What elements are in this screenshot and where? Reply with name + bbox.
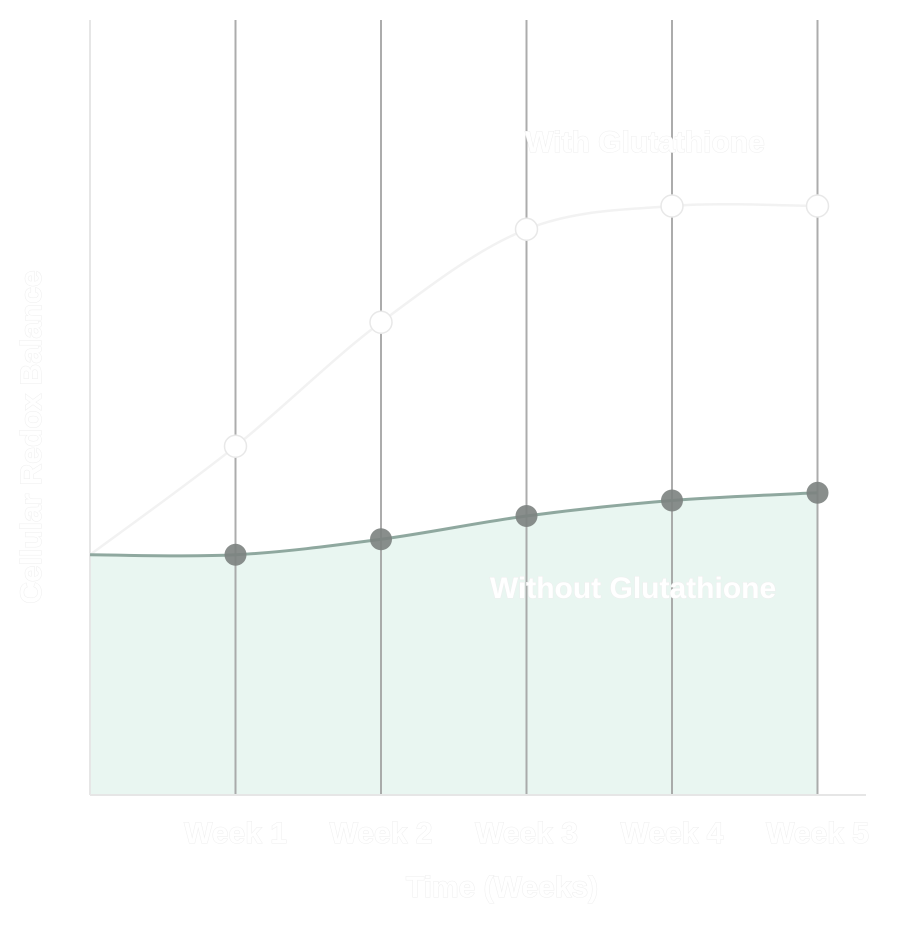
chart-text: With Glutathione Without Glutathione Tim… — [15, 126, 777, 905]
series-points — [223, 194, 830, 566]
x-axis-title: Time (Weeks) — [406, 871, 598, 904]
series-line-1 — [89, 491, 818, 558]
series-0-point-3 — [514, 217, 539, 241]
series-0-point-4 — [660, 194, 684, 218]
x-tick-label-2: Week 2 — [330, 817, 433, 850]
series-0-point-5 — [805, 194, 830, 218]
series-1-point-1 — [224, 543, 247, 566]
series-label-with-glutathione: With Glutathione — [525, 126, 765, 159]
axes — [89, 20, 866, 796]
x-tick-label-5: Week 5 — [766, 817, 869, 850]
y-axis-title: Cellular Redox Balance — [15, 270, 48, 603]
series-1-point-3 — [515, 505, 538, 527]
x-tick-label-4: Week 4 — [621, 817, 724, 850]
fill-layer — [90, 492, 818, 795]
series-1-point-4 — [661, 489, 683, 512]
x-tick-labels: Week 1 Week 2 Week 3 Week 4 Week 5 — [184, 817, 870, 851]
series-1-point-5 — [806, 481, 829, 504]
x-tick-label-3: Week 3 — [475, 817, 578, 850]
series-0-point-2 — [369, 310, 393, 334]
series-0-point-1 — [223, 434, 248, 458]
x-tick-label-1: Week 1 — [184, 817, 287, 850]
series-label-without-glutathione: Without Glutathione — [490, 572, 776, 605]
series-1-point-2 — [370, 528, 392, 551]
area-fill-1 — [90, 492, 818, 795]
gridlines — [234, 20, 819, 795]
